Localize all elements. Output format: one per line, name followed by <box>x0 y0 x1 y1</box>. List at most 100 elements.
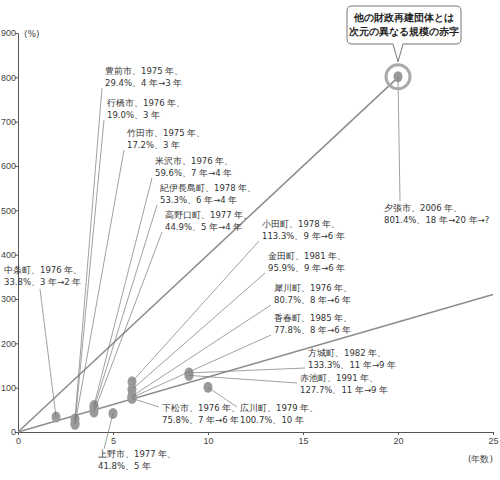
x-axis: 0 5 10 15 20 25 <box>16 432 499 446</box>
chart: 0 5 10 15 20 25 0 100 200 300 400 500 600 700 800 900 (%… <box>0 0 500 480</box>
axis-line <box>15 34 19 433</box>
point-label: 下松市、1976 年、 <box>162 403 240 413</box>
callout: 他の財政再建団体とは次元の異なる規模の赤字 <box>347 6 461 89</box>
tick: 100 <box>1 383 18 393</box>
leader-line <box>398 77 400 201</box>
point-label: 行橋市、1976 年、 <box>107 98 185 108</box>
tick-label: 10 <box>203 436 213 446</box>
tick-label: 600 <box>1 161 16 171</box>
tick: 25 <box>488 432 498 446</box>
point-label: 113.3%、9 年→6 年 <box>262 231 345 241</box>
y-axis: 0 100 200 300 400 500 600 700 800 900 <box>1 28 19 437</box>
highlight-ring <box>386 65 410 89</box>
point-label: 高野口町、1977 年、 <box>165 210 252 220</box>
tick-label: 100 <box>1 383 16 393</box>
point-label: 竹田市、1975 年、 <box>127 128 205 138</box>
point-label: 香春町、1985 年、 <box>274 313 352 323</box>
point-labels: 豊前市、1975 年、 29.4%、4 年→3 年行橋市、1976 年、 19.0%… <box>4 66 489 471</box>
point-label: 広川町、1979 年、 <box>240 403 318 413</box>
x-axis-title: (年数) <box>468 454 493 464</box>
point-label: 方城町、1982 年、 <box>308 348 386 358</box>
leader-line <box>132 335 271 398</box>
point-label: 100.7%、10 年 <box>240 415 304 425</box>
tick: 800 <box>1 73 18 83</box>
point-label: 中条町、1976 年、 <box>4 265 82 275</box>
leader-line <box>40 289 56 417</box>
tick: 500 <box>1 206 18 216</box>
leader-line <box>189 368 305 373</box>
tick-label: 500 <box>1 206 16 216</box>
tick-mark <box>398 432 399 435</box>
leader-line <box>104 413 113 449</box>
leader-line <box>189 375 297 383</box>
ratio-line <box>18 295 493 432</box>
point-label: 77.8%、8 年→6 年 <box>274 325 351 335</box>
point-label: 豊前市、1975 年、 <box>105 66 183 76</box>
tick-label: 0 <box>11 427 16 437</box>
callout-box <box>347 6 461 62</box>
axis-line <box>19 433 494 436</box>
point-label: 80.7%、8 年→6 年 <box>274 295 351 305</box>
tick-mark <box>493 432 494 435</box>
callout-text: 他の財政再建団体とは <box>353 12 454 23</box>
tick-label: 0 <box>16 436 21 446</box>
tick-mark <box>113 432 114 435</box>
leader-line <box>132 305 271 396</box>
point-label: 金田町、1981 年、 <box>268 251 346 261</box>
tick-label: 20 <box>393 436 403 446</box>
point-label: 29.4%、4 年→3 年 <box>105 78 182 88</box>
tick: 0 <box>11 427 18 437</box>
point-label: 赤池町、1991 年、 <box>300 373 378 383</box>
point-label: 53.3%、6 年→4 年 <box>160 195 237 205</box>
callout-text: 次元の異なる規模の赤字 <box>349 26 459 38</box>
tick-label: 25 <box>488 436 498 446</box>
tick: 20 <box>393 432 403 446</box>
point-label: 紀伊長島町、1978 年、 <box>160 183 256 193</box>
plot-area <box>18 71 493 432</box>
leader-line <box>132 241 259 382</box>
leader-line <box>94 178 152 406</box>
point-label: 小田町、1978 年、 <box>262 219 340 229</box>
tick-label: 200 <box>1 339 16 349</box>
tick: 400 <box>1 250 18 260</box>
point-label: 上野市、1977 年、 <box>98 449 176 459</box>
leader-line <box>132 398 159 407</box>
leader-line <box>94 205 157 408</box>
tick-label: 15 <box>298 436 308 446</box>
tick: 600 <box>1 161 18 171</box>
tick-label: 400 <box>1 250 16 260</box>
leader-line <box>132 273 265 389</box>
tick-label: 900 <box>1 28 16 38</box>
leader-line <box>75 88 102 419</box>
point-label: 44.9%、5 年→4 年 <box>165 222 242 232</box>
ratio-line <box>18 77 398 432</box>
tick: 5 <box>111 432 116 446</box>
tick-mark <box>208 432 209 435</box>
tick-mark <box>303 432 304 435</box>
tick-label: 5 <box>111 436 116 446</box>
tick-label: 300 <box>1 294 16 304</box>
point-label: 127.7%、11 年→9 年 <box>300 385 388 395</box>
tick: 700 <box>1 117 18 127</box>
tick: 15 <box>298 432 308 446</box>
point-label: 33.8%、3 年→2 年 <box>4 277 81 287</box>
point-label: 19.0%、3 年 <box>107 110 160 120</box>
point-label: 犀川町、1976 年、 <box>274 283 352 293</box>
point-label: 夕張市、2006 年、 <box>384 203 462 213</box>
point-label: 95.9%、9 年→6 年 <box>268 263 345 273</box>
tick: 200 <box>1 339 18 349</box>
y-axis-title: (%) <box>24 29 40 39</box>
leader-line <box>94 232 162 412</box>
point-label: 75.8%、7 年→6 年 <box>162 415 239 425</box>
point-label: 41.8%、5 年 <box>98 461 151 471</box>
point-label: 801.4%、18 年→20 年→? <box>384 215 489 225</box>
point-label: 133.3%、11 年→9 年 <box>308 360 396 370</box>
point-label: 17.2%、3 年 <box>127 140 180 150</box>
point-label: 59.6%、7 年→4 年 <box>155 168 232 178</box>
tick: 300 <box>1 294 18 304</box>
tick-label: 800 <box>1 73 16 83</box>
point-label: 米沢市、1976 年、 <box>155 156 233 166</box>
tick-label: 700 <box>1 117 16 127</box>
tick: 900 <box>1 28 18 38</box>
tick: 0 <box>16 432 21 446</box>
